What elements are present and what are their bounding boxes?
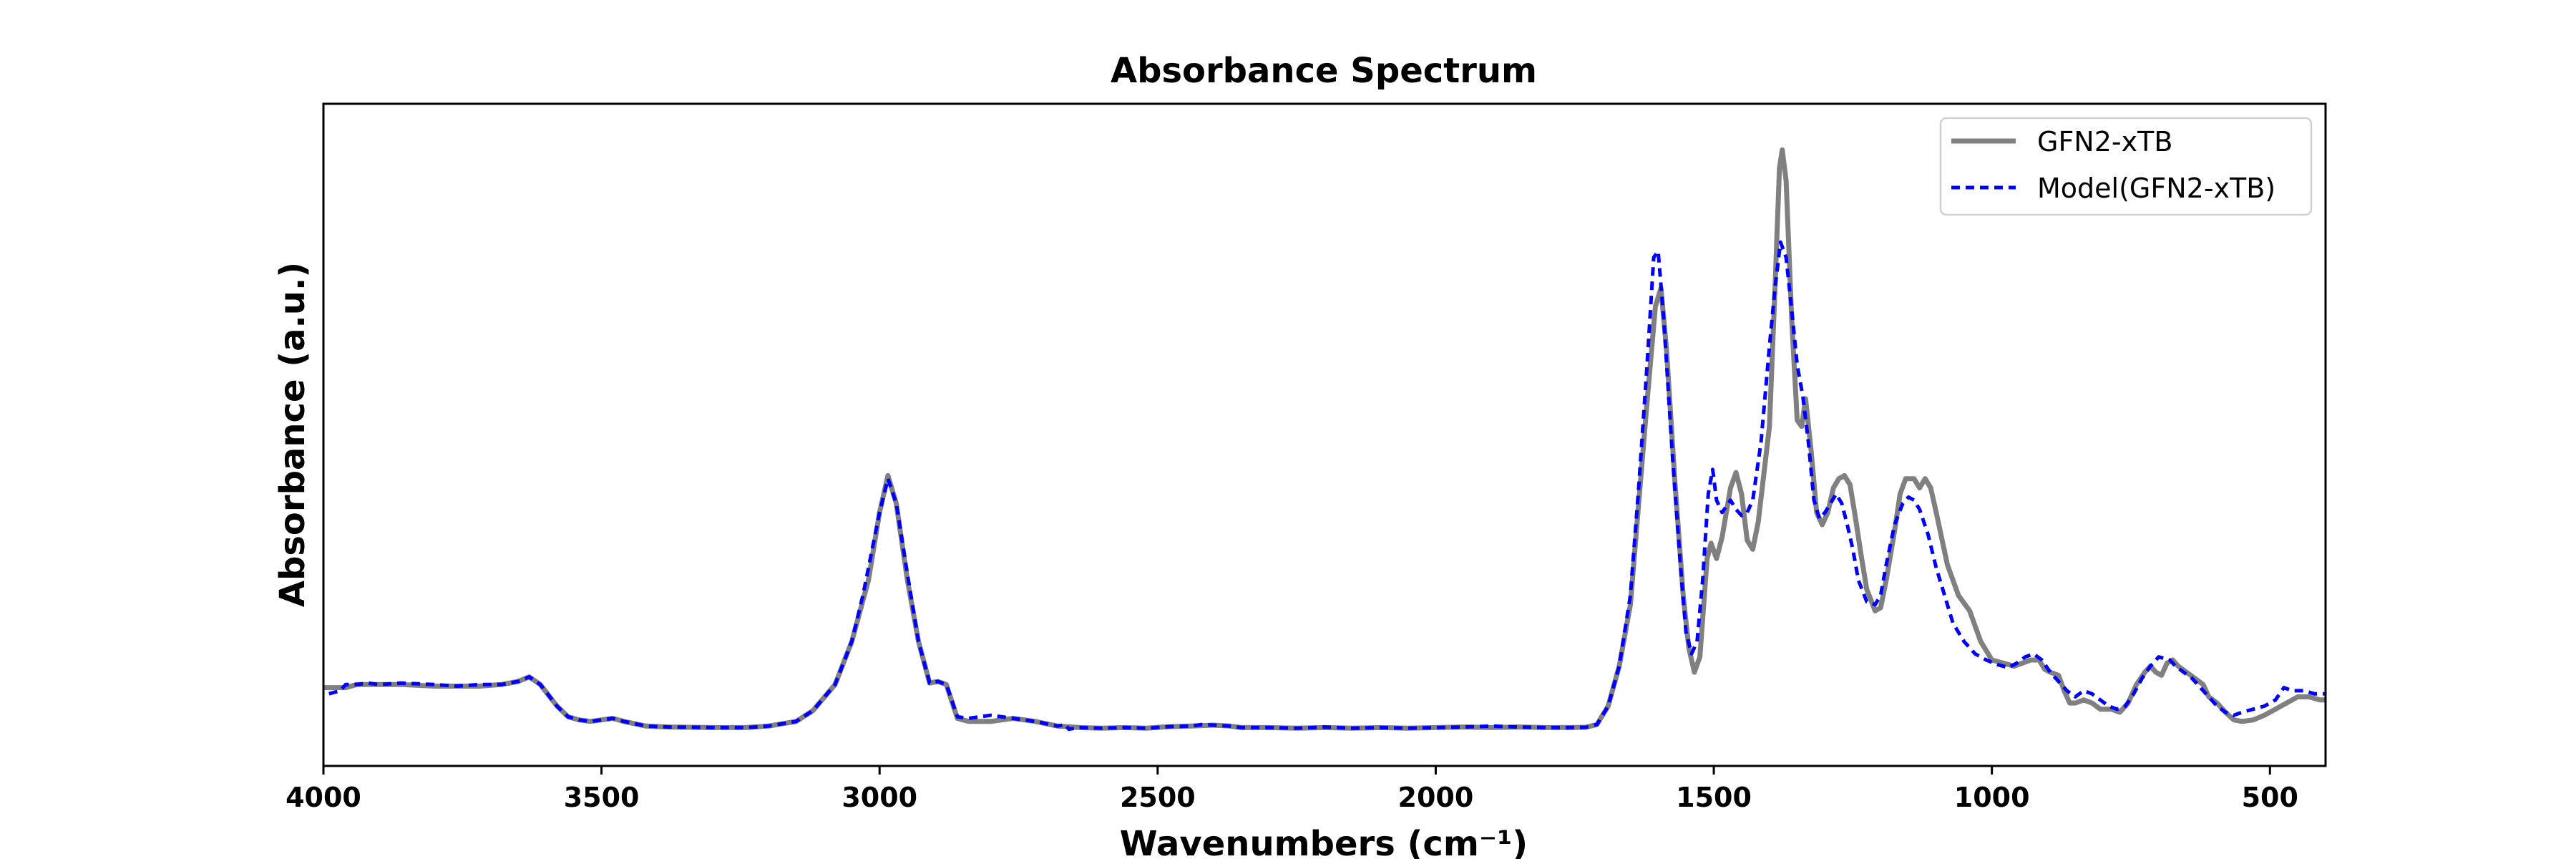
x-tick-label: 500 <box>2242 782 2298 813</box>
x-tick-label: 1000 <box>1954 782 2030 813</box>
legend-label-gfn2-xtb: GFN2-xTB <box>2037 126 2172 157</box>
y-axis-label: Absorbance (a.u.) <box>273 262 313 607</box>
x-tick-label: 3000 <box>841 782 917 813</box>
x-tick-label: 1500 <box>1676 782 1752 813</box>
series-line-model-gfn2-xtb <box>328 240 2326 732</box>
x-tick-label: 2500 <box>1120 782 1196 813</box>
chart-title: Absorbance Spectrum <box>1111 51 1537 91</box>
x-tick-label: 4000 <box>286 782 361 813</box>
legend-box <box>1939 117 2313 216</box>
legend-label-model-gfn2-xtb: Model(GFN2-xTB) <box>2037 173 2275 204</box>
series-layer <box>323 147 2326 732</box>
x-axis-label: Wavenumbers (cm⁻¹) <box>1120 824 1528 859</box>
legend: GFN2-xTB Model(GFN2-xTB) <box>1939 117 2313 216</box>
x-tick-label: 3500 <box>564 782 640 813</box>
x-tick-label: 2000 <box>1398 782 1474 813</box>
x-axis: 4000 3500 3000 2500 2000 1500 1000 500 <box>286 766 2298 813</box>
plot-area <box>323 147 2326 732</box>
plot-frame <box>322 102 2327 767</box>
